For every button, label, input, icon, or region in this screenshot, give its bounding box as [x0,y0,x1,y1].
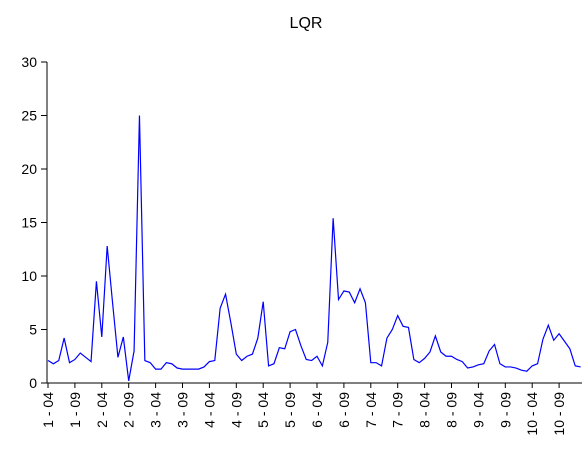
x-tick-label: 5 - 04 [255,392,271,428]
x-tick-label: 6 - 04 [309,392,325,428]
x-tick-label: 5 - 09 [282,392,298,428]
x-tick-label: 4 - 04 [201,392,217,428]
y-tick-label: 5 [29,322,37,338]
x-tick-label: 9 - 09 [497,392,513,428]
y-tick-label: 0 [29,375,37,391]
x-tick-label: 10 - 09 [551,392,567,436]
y-tick-label: 10 [21,268,37,284]
x-tick-label: 2 - 04 [94,392,110,428]
x-tick-label: 2 - 09 [121,392,137,428]
x-tick-label: 6 - 09 [336,392,352,428]
chart-title: LQR [290,15,323,32]
x-tick-label: 8 - 09 [444,392,460,428]
x-tick-label: 7 - 09 [390,392,406,428]
x-tick-label: 3 - 09 [175,392,191,428]
x-tick-label: 4 - 09 [228,392,244,428]
x-tick-label: 9 - 04 [470,392,486,428]
x-tick-label: 7 - 04 [363,392,379,428]
x-tick-label: 3 - 04 [148,392,164,428]
x-tick-label: 1 - 04 [40,392,56,428]
y-tick-label: 30 [21,54,37,70]
x-tick-label: 10 - 04 [524,392,540,436]
y-tick-label: 20 [21,161,37,177]
x-tick-label: 1 - 09 [67,392,83,428]
data-line [47,115,581,381]
y-tick-label: 25 [21,108,37,124]
x-tick-label: 8 - 04 [417,392,433,428]
y-tick-label: 15 [21,215,37,231]
